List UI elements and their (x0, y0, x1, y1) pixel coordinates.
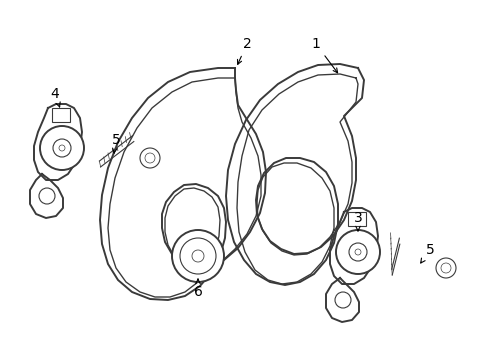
Text: 1: 1 (311, 37, 337, 73)
Text: 4: 4 (51, 87, 60, 107)
Circle shape (59, 145, 65, 151)
Circle shape (172, 230, 224, 282)
Text: 5: 5 (111, 133, 120, 153)
Circle shape (334, 292, 350, 308)
Circle shape (348, 243, 366, 261)
Circle shape (39, 188, 55, 204)
FancyBboxPatch shape (347, 212, 365, 226)
Text: 2: 2 (237, 37, 251, 64)
Circle shape (440, 263, 450, 273)
Circle shape (335, 230, 379, 274)
Circle shape (435, 258, 455, 278)
FancyBboxPatch shape (52, 108, 70, 122)
Circle shape (140, 148, 160, 168)
Text: 5: 5 (420, 243, 433, 263)
Circle shape (354, 249, 360, 255)
Circle shape (145, 153, 155, 163)
Circle shape (53, 139, 71, 157)
Text: 6: 6 (193, 279, 202, 299)
Circle shape (40, 126, 84, 170)
Text: 3: 3 (353, 211, 362, 231)
Circle shape (192, 250, 203, 262)
Circle shape (180, 238, 216, 274)
